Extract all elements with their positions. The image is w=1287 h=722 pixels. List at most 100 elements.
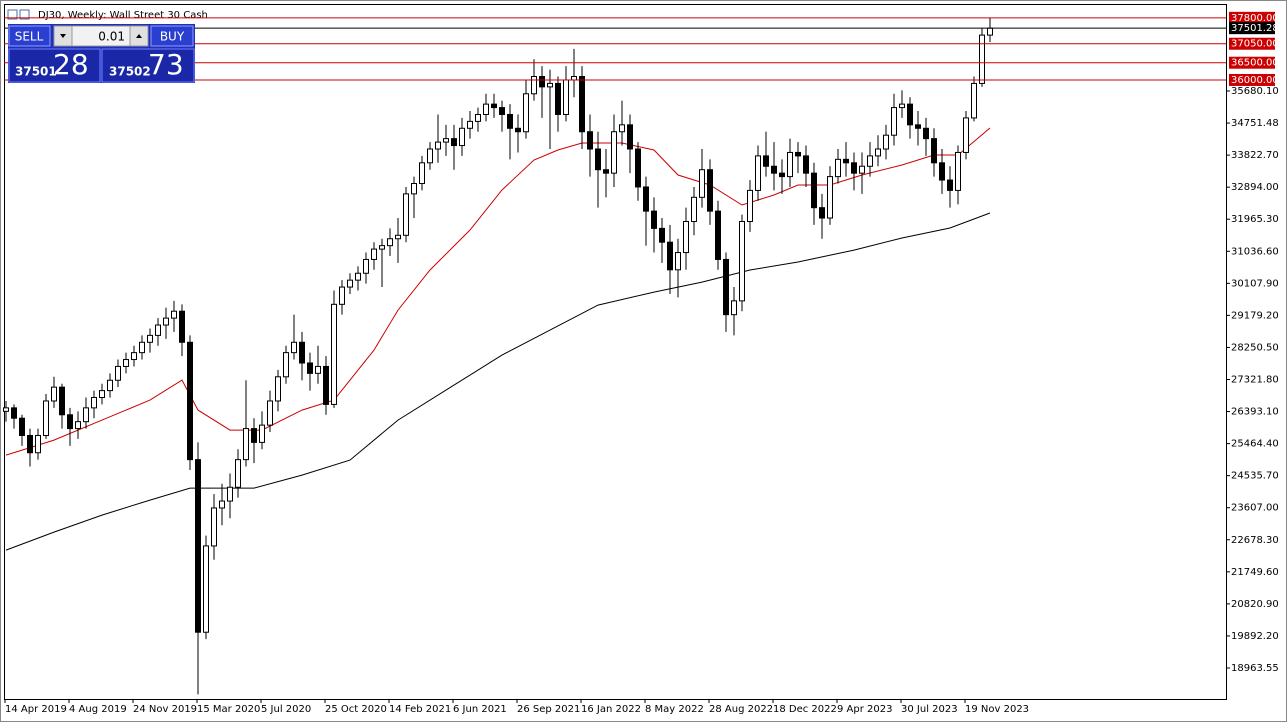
candle-body <box>147 334 153 343</box>
arrow-down <box>60 34 66 38</box>
current-price-bg <box>1229 22 1275 35</box>
candle-body <box>651 210 657 229</box>
candle-body <box>347 279 353 288</box>
candle-body <box>355 272 361 281</box>
x-tick-label: 5 Jul 2020 <box>261 704 311 715</box>
candle-body <box>27 434 33 454</box>
candle-body <box>99 390 105 399</box>
candle-body <box>155 324 161 336</box>
candle-body <box>739 220 745 302</box>
ask-main: 37502 <box>109 65 151 79</box>
lot-value: 0.01 <box>98 30 125 44</box>
candle-body <box>731 300 737 316</box>
candle-body <box>171 310 177 319</box>
icon <box>19 9 30 20</box>
candle-body <box>571 76 577 81</box>
level-label: 36500.00 <box>1231 58 1279 69</box>
candle-body <box>747 189 753 222</box>
bid-box[interactable] <box>8 48 101 83</box>
candle-body <box>379 245 385 250</box>
candle-body <box>139 341 145 354</box>
x-tick-label: 14 Apr 2019 <box>5 704 67 715</box>
candle-body <box>443 138 449 143</box>
bid-main: 37501 <box>15 65 57 79</box>
y-tick-label: 34751.48 <box>1231 118 1279 129</box>
candle-body <box>659 227 665 243</box>
ask-pips: 73 <box>148 48 184 81</box>
candle-body <box>427 148 433 164</box>
x-tick-label: 8 May 2022 <box>645 704 704 715</box>
candle-body <box>683 220 689 254</box>
candle-body <box>875 148 881 157</box>
x-tick-label: 16 Jan 2022 <box>581 704 641 715</box>
candle-body <box>627 124 633 150</box>
buy-button[interactable] <box>150 25 194 47</box>
candle-body <box>851 162 857 174</box>
candle-body <box>387 238 393 247</box>
candle-body <box>363 258 369 274</box>
candle-body <box>971 82 977 119</box>
candle-body <box>507 113 513 129</box>
candle-body <box>451 138 457 147</box>
y-tick-label: 27321.80 <box>1231 374 1279 385</box>
candle-body <box>235 459 241 488</box>
sell-button[interactable] <box>8 25 51 47</box>
level-label-bg <box>1229 11 1275 24</box>
candle-body <box>91 397 97 409</box>
candle-body <box>467 120 473 129</box>
candle-body <box>987 27 993 36</box>
x-tick-label: 4 Aug 2019 <box>69 704 127 715</box>
candle-body <box>275 376 281 402</box>
y-tick-label: 33822.70 <box>1231 150 1279 161</box>
y-tick-label: 25464.40 <box>1231 439 1279 450</box>
candle-body <box>611 131 617 174</box>
candle-body <box>947 179 953 191</box>
candle-body <box>499 107 505 115</box>
candle-body <box>555 82 561 115</box>
candle-body <box>403 193 409 236</box>
x-tick-label: 24 Nov 2019 <box>133 704 197 715</box>
chart-title: DJ30, Weekly: Wall Street 30 Cash <box>38 10 208 21</box>
candle-body <box>419 162 425 185</box>
candle-body <box>667 241 673 271</box>
candle-body <box>763 155 769 167</box>
candle-body <box>371 248 377 260</box>
candle-body <box>323 365 329 405</box>
candle-body <box>803 155 809 174</box>
candle-body <box>955 151 961 191</box>
candle-body <box>59 386 65 416</box>
ask-box[interactable] <box>101 48 195 83</box>
y-tick-label: 19892.20 <box>1231 631 1279 642</box>
candle-body <box>579 76 585 133</box>
candle-body <box>411 183 417 195</box>
arrow-up <box>136 34 142 38</box>
y-tick-label: 23607.00 <box>1231 503 1279 514</box>
candle-body <box>331 303 337 405</box>
moving-average <box>5 212 991 551</box>
x-tick-label: 14 Feb 2021 <box>389 704 451 715</box>
x-tick-label: 25 Oct 2020 <box>325 704 387 715</box>
x-tick-label: 6 Jun 2021 <box>453 704 507 715</box>
candle-body <box>339 286 345 305</box>
candle-body <box>483 103 489 115</box>
y-tick-label: 31965.30 <box>1231 214 1279 225</box>
candle-body <box>899 103 905 109</box>
candle-body <box>19 417 25 436</box>
candle-body <box>963 117 969 153</box>
candle-body <box>843 158 849 164</box>
candle-body <box>251 428 257 443</box>
candle-body <box>755 155 761 191</box>
y-tick-label: 22678.30 <box>1231 535 1279 546</box>
icon <box>7 9 18 20</box>
x-tick-label: 19 Nov 2023 <box>965 704 1029 715</box>
candle-body <box>43 400 49 436</box>
candle-body <box>123 359 129 367</box>
x-tick-label: 28 Aug 2022 <box>709 704 773 715</box>
y-tick-label: 29179.20 <box>1231 310 1279 321</box>
candle-body <box>267 400 273 426</box>
candle-body <box>227 486 233 502</box>
y-tick-label: 20820.90 <box>1231 599 1279 610</box>
candle-body <box>811 172 817 209</box>
candle-body <box>395 234 401 240</box>
